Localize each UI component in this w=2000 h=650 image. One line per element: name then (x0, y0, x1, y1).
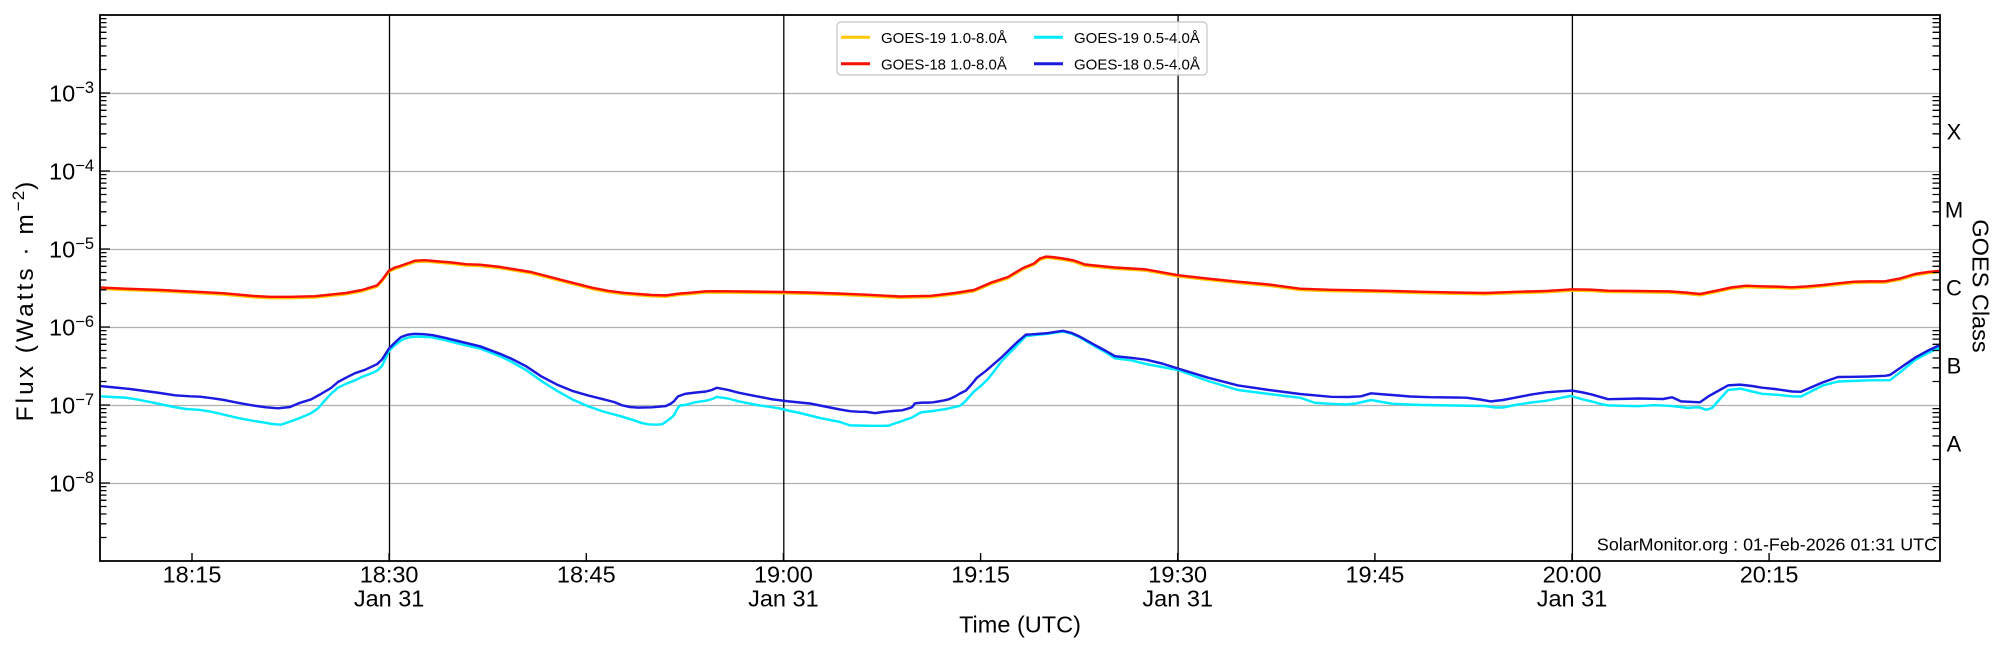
svg-text:GOES-19 0.5-4.0Å: GOES-19 0.5-4.0Å (1074, 30, 1200, 47)
svg-text:A: A (1947, 432, 1962, 457)
svg-text:19:00: 19:00 (754, 562, 813, 588)
svg-text:Time (UTC): Time (UTC) (959, 612, 1081, 638)
svg-text:GOES-19 1.0-8.0Å: GOES-19 1.0-8.0Å (881, 30, 1007, 47)
svg-text:18:15: 18:15 (163, 562, 222, 588)
svg-text:GOES Class: GOES Class (1968, 219, 1994, 352)
svg-text:19:30: 19:30 (1148, 562, 1207, 588)
svg-text:X: X (1947, 120, 1962, 145)
svg-text:20:00: 20:00 (1543, 562, 1602, 588)
svg-text:Flux (Watts · m−2): Flux (Watts · m−2) (9, 179, 39, 422)
svg-text:Jan 31: Jan 31 (354, 586, 425, 612)
svg-text:18:45: 18:45 (557, 562, 616, 588)
svg-text:C: C (1946, 276, 1962, 301)
svg-text:SolarMonitor.org : 01-Feb-2026: SolarMonitor.org : 01-Feb-2026 01:31 UTC (1597, 535, 1937, 555)
svg-text:19:15: 19:15 (951, 562, 1010, 588)
svg-text:Jan 31: Jan 31 (1537, 586, 1608, 612)
svg-text:19:45: 19:45 (1345, 562, 1404, 588)
svg-text:GOES-18 1.0-8.0Å: GOES-18 1.0-8.0Å (881, 56, 1007, 73)
svg-text:20:15: 20:15 (1740, 562, 1799, 588)
svg-text:B: B (1947, 354, 1962, 379)
svg-text:18:30: 18:30 (360, 562, 419, 588)
svg-text:Jan 31: Jan 31 (1142, 586, 1213, 612)
svg-text:GOES-18 0.5-4.0Å: GOES-18 0.5-4.0Å (1074, 56, 1200, 73)
svg-text:Jan 31: Jan 31 (748, 586, 819, 612)
svg-text:M: M (1945, 198, 1963, 223)
